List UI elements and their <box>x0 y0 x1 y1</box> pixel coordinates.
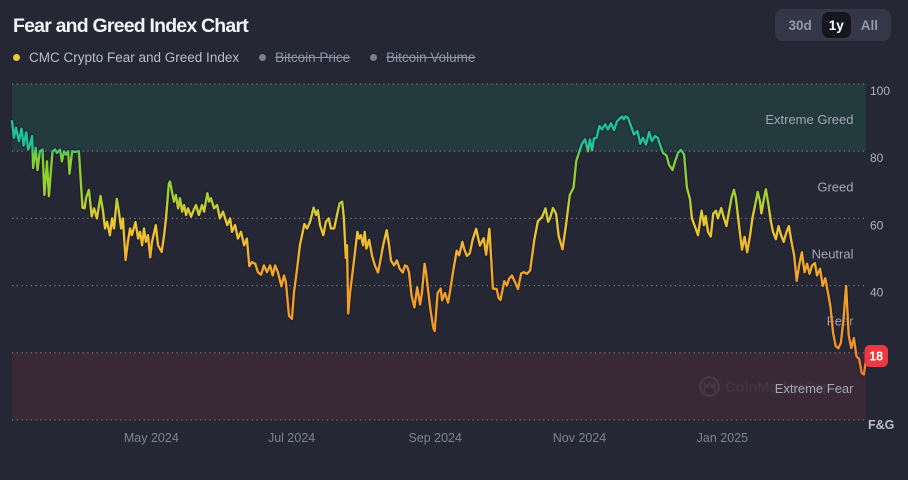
current-value-badge: 18 <box>864 345 888 368</box>
legend-item-label: Bitcoin Price <box>275 50 351 65</box>
zone-label-extreme-greed: Extreme Greed <box>765 112 853 127</box>
legend-dot-icon <box>370 54 378 61</box>
x-axis-label-jul-2024: Jul 2024 <box>268 431 315 445</box>
zone-label-neutral: Neutral <box>812 247 854 262</box>
zone-band-extreme-greed <box>12 84 866 152</box>
range-button-1y[interactable]: 1y <box>821 12 851 38</box>
legend-item-label: Bitcoin Volume <box>386 50 476 65</box>
y-axis-unit-label: F&G <box>868 418 894 432</box>
x-axis-label-may-2024: May 2024 <box>124 431 179 445</box>
chart-legend: CMC Crypto Fear and Greed Index Bitcoin P… <box>13 50 495 65</box>
zone-band-extreme-fear <box>12 352 866 420</box>
y-axis-label-80: 80 <box>870 151 884 165</box>
y-axis-label-40: 40 <box>870 286 884 300</box>
x-axis-label-jan-2025: Jan 2025 <box>697 431 748 445</box>
x-axis-label-sep-2024: Sep 2024 <box>408 431 462 445</box>
range-switcher: 30d 1y All <box>775 9 891 41</box>
legend-dot-icon <box>13 54 20 61</box>
range-button-30d[interactable]: 30d <box>778 12 821 38</box>
y-axis-label-60: 60 <box>870 218 884 232</box>
zone-label-extreme-fear: Extreme Fear <box>775 381 854 396</box>
legend-item-cmc-crypto-fear-and-greed-index[interactable]: CMC Crypto Fear and Greed Index <box>13 50 239 65</box>
range-button-all[interactable]: All <box>851 12 888 38</box>
legend-item-bitcoin-volume[interactable]: Bitcoin Volume <box>370 50 475 65</box>
x-axis-label-nov-2024: Nov 2024 <box>553 431 607 445</box>
legend-item-label: CMC Crypto Fear and Greed Index <box>29 50 240 65</box>
svg-text:CoinMarketCap: CoinMarketCap <box>725 379 831 396</box>
fear-greed-line-shadow <box>9 113 869 378</box>
legend-item-bitcoin-price[interactable]: Bitcoin Price <box>259 50 350 65</box>
fear-greed-line <box>10 115 868 376</box>
y-axis-label-100: 100 <box>870 84 890 98</box>
zone-label-greed: Greed <box>817 179 853 194</box>
page-title: Fear and Greed Index Chart <box>13 15 249 37</box>
coinmarketcap-watermark: CoinMarketCap <box>699 376 832 398</box>
legend-dot-icon <box>259 54 267 61</box>
current-value-text: 18 <box>869 350 883 364</box>
